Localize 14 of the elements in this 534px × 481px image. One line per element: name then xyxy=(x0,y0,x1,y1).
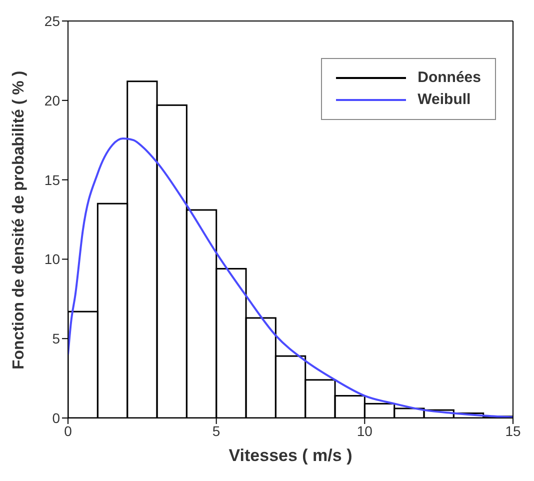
y-tick-label: 0 xyxy=(52,410,60,426)
legend-label: Données xyxy=(418,68,481,88)
x-tick-label: 5 xyxy=(212,422,220,439)
y-tick-label: 10 xyxy=(44,251,60,268)
y-tick-label: 5 xyxy=(52,330,60,347)
y-axis-title: Fonction de densité de probabilité ( % ) xyxy=(10,70,28,370)
x-tick-label: 15 xyxy=(505,422,521,439)
x-tick-label: 0 xyxy=(64,422,72,439)
legend-label: Weibull xyxy=(418,90,471,110)
y-tick-label: 20 xyxy=(44,92,60,108)
y-tick-label: 25 xyxy=(44,12,60,29)
y-tick-label: 15 xyxy=(44,172,60,188)
x-tick-label: 10 xyxy=(356,422,373,439)
x-axis-title: Vitesses ( m/s ) xyxy=(228,446,352,465)
